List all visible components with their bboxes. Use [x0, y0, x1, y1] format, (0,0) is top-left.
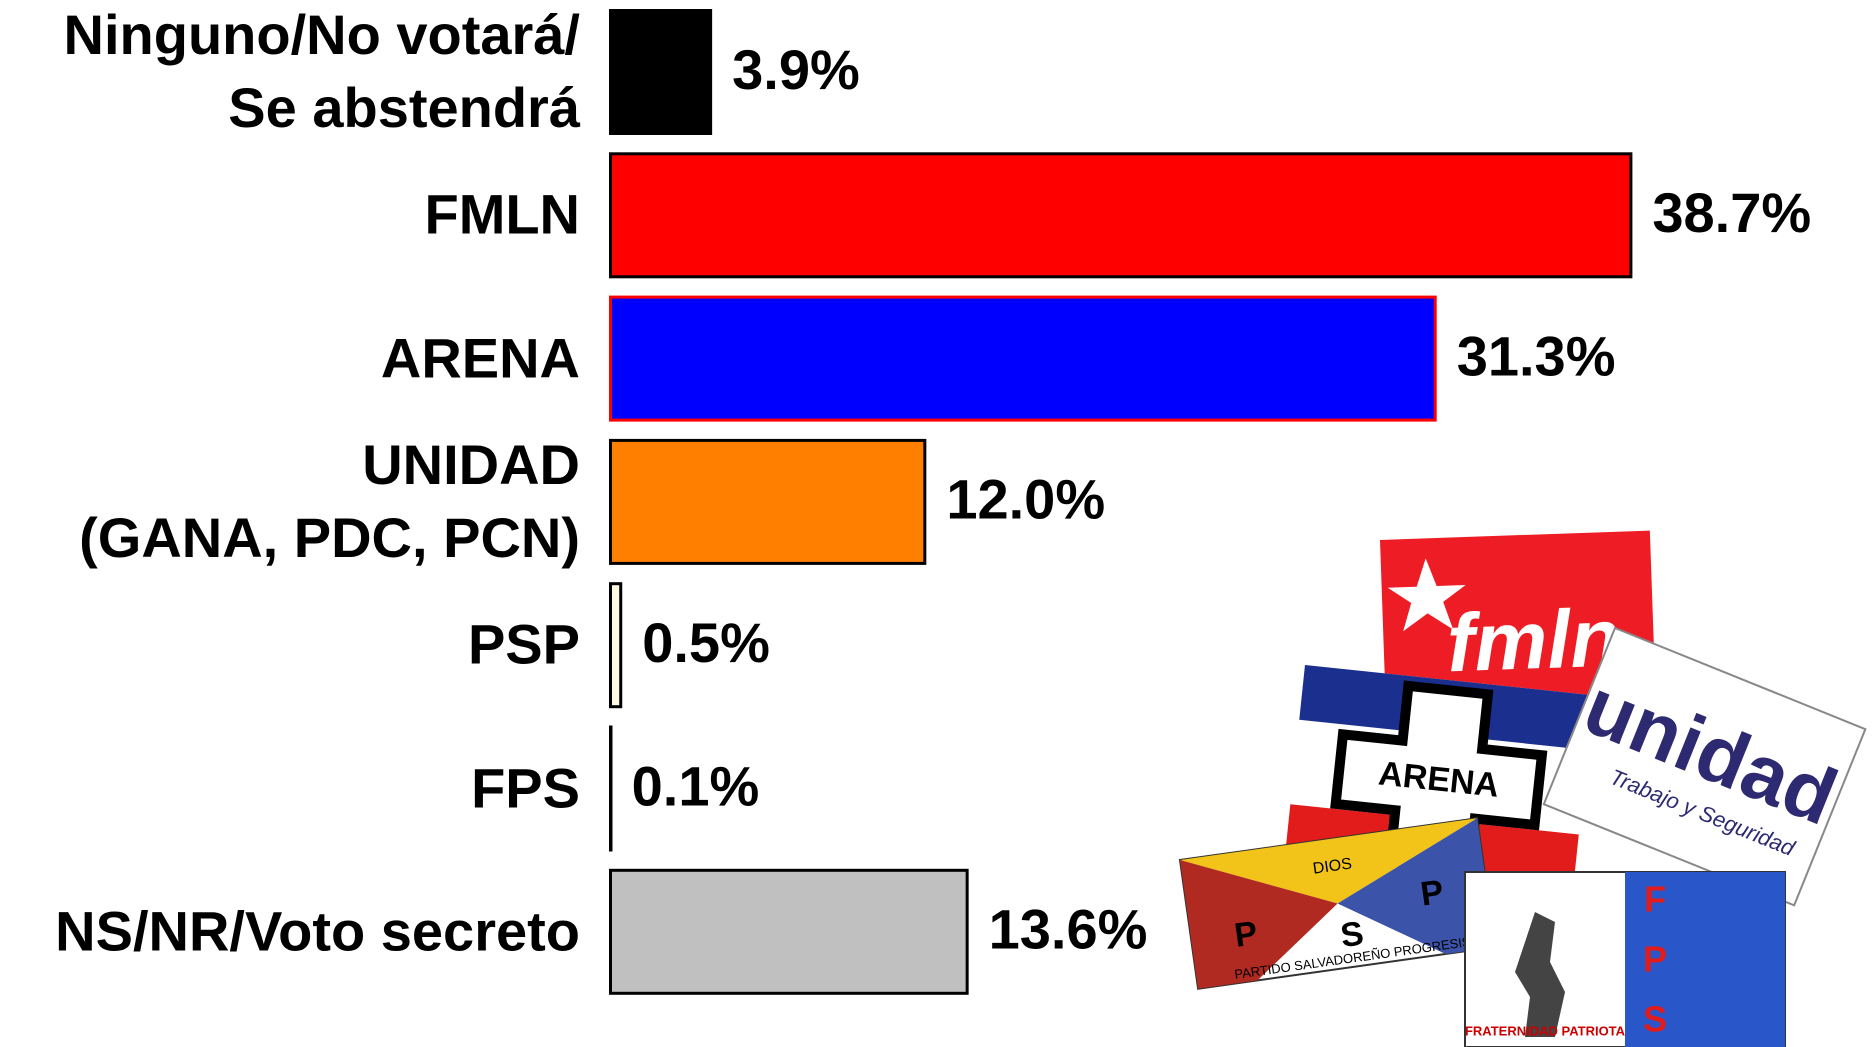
logos: fmln ARENA unidad Trabajo y Seguridad DI… — [1178, 530, 1867, 1047]
fmln-logo: fmln — [1380, 530, 1656, 705]
value-label: 13.6% — [989, 898, 1148, 961]
category-label: PSP — [467, 612, 580, 676]
bar — [609, 725, 613, 852]
value-label: 38.7% — [1652, 181, 1811, 244]
category-label: FMLN — [424, 182, 580, 246]
category-label: Ninguno/No votará/ Se abstendrá — [63, 3, 580, 139]
logo-text: P — [1643, 939, 1667, 980]
bar — [609, 9, 713, 135]
figure — [1515, 912, 1565, 1037]
bar — [609, 152, 1633, 279]
value-label: 3.9% — [732, 38, 860, 101]
bar — [609, 582, 623, 709]
value-label: 0.5% — [642, 611, 770, 674]
triangle — [1180, 818, 1478, 904]
category-label: ARENA — [380, 326, 580, 390]
triangle — [1337, 818, 1496, 954]
value-label: 12.0% — [946, 468, 1105, 531]
fps-logo: FRATERNIDAD PATRIOTA F P S — [1464, 871, 1786, 1047]
category-label: FPS — [471, 756, 580, 820]
star — [1387, 558, 1466, 632]
panel — [1625, 872, 1785, 1047]
logo-text: P — [1232, 914, 1260, 955]
logo-text: FRATERNIDAD PATRIOTA — [1465, 1023, 1626, 1038]
logo-text: S — [1643, 999, 1667, 1040]
triangle — [1180, 860, 1338, 989]
value-label: 31.3% — [1457, 324, 1616, 387]
logo-bg — [1542, 626, 1867, 907]
category-label: UNIDAD (GANA, PDC, PCN) — [79, 433, 580, 569]
value-label: 0.1% — [632, 754, 760, 817]
bar — [609, 438, 927, 565]
unidad-logo: unidad Trabajo y Seguridad — [1542, 626, 1867, 907]
bar — [609, 295, 1437, 422]
logo-text: P — [1418, 873, 1446, 914]
logo-text: fmln — [1446, 592, 1622, 689]
psp-logo: DIOS P S P PARTIDO SALVADOREÑO PROGRESIS… — [1178, 817, 1497, 990]
logo-text: S — [1338, 914, 1366, 955]
logo-text: DIOS — [1312, 855, 1353, 877]
logo-text: F — [1644, 879, 1666, 920]
category-label: NS/NR/Voto secreto — [55, 899, 580, 963]
logo-bg — [1380, 530, 1656, 705]
bar — [609, 868, 969, 995]
